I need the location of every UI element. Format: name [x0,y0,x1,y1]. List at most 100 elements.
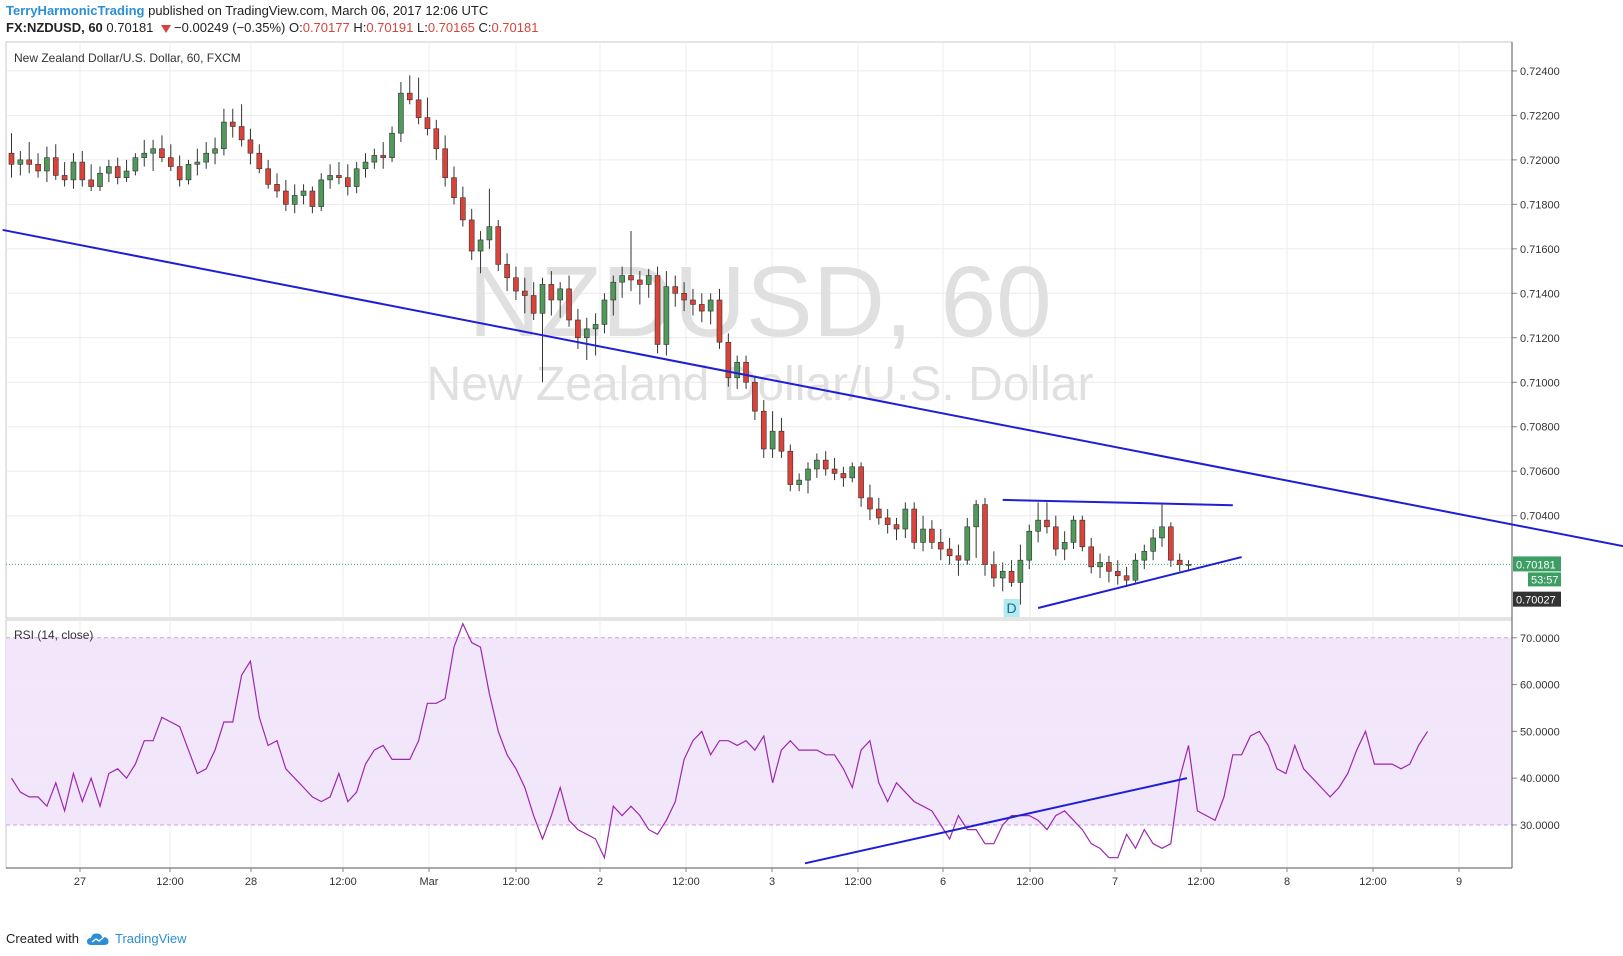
candle-body [159,148,165,158]
candle-body [725,341,732,379]
rsi-tick-label: 70.0000 [1520,633,1560,645]
candle-body [902,508,909,530]
time-tick-label: 12:00 [156,876,184,888]
candle-body [743,361,749,383]
countdown-badge [1528,572,1561,587]
candle-body [592,324,599,330]
candle-body [433,128,440,150]
low-value: 0.70165 [427,20,475,35]
candle-body [964,526,971,561]
candle-body [769,430,776,450]
candle-body [1114,570,1121,577]
time-tick-label: 2 [597,876,603,888]
candle-body [114,166,121,178]
chart-title: New Zealand Dollar/U.S. Dollar, 60, FXCM [14,51,241,65]
time-tick-label: 7 [1112,876,1118,888]
time-tick-label: 12:00 [329,876,357,888]
candle-body [61,175,68,181]
time-tick-label: 12:00 [1359,876,1387,888]
candle-body [672,286,679,294]
candle-body [716,299,723,343]
symbol-label[interactable]: FX:NZDUSD, 60 [6,20,103,35]
candle-body [70,161,77,181]
candle-body [97,172,103,187]
candle-body [530,295,537,314]
candle-body [371,155,378,163]
candle-body [999,570,1006,579]
candle-body [221,121,227,150]
current-price-label: 0.70181 [1516,559,1556,571]
candle-body [415,99,422,118]
price-tick-label: 0.71800 [1520,199,1560,211]
created-with-text: Created with [6,931,79,946]
candle-body [150,148,156,154]
candle-body [575,319,581,339]
trendline-triangle-top [1002,498,1233,507]
time-tick-label: 12:00 [1187,876,1215,888]
candle-body [185,164,192,181]
close-value: 0.70181 [491,20,539,35]
candle-body [654,275,661,345]
published-text: published on TradingView.com, March 06, … [148,3,489,18]
candle-body [734,361,741,379]
time-tick-label: 12:00 [844,876,872,888]
candle-body [176,166,183,181]
candle-body [17,159,24,165]
candle-body [787,450,794,485]
time-tick-label: 12:00 [502,876,530,888]
candle-body [1008,570,1015,583]
candle-body [212,148,218,154]
candle-body [309,190,316,207]
candle-body [495,226,502,265]
candle-body [982,504,988,565]
candle-body [460,197,466,221]
price-tick-label: 0.71200 [1520,333,1560,345]
marker-price-label: 0.70027 [1516,595,1556,607]
candle-body [557,288,564,301]
candle-body [229,121,236,127]
candle-body [486,226,493,241]
open-label: O: [288,20,303,35]
candle-body [893,524,900,530]
candle-body [247,139,254,154]
countdown-label: 53:57 [1531,574,1559,586]
publish-line: TerryHarmonicTrading published on Tradin… [6,3,488,18]
candle-body [353,168,360,187]
time-tick-label: 3 [769,876,775,888]
candle-body [468,219,475,252]
author-link[interactable]: TerryHarmonicTrading [6,3,145,18]
candle-body [362,161,369,170]
chart-canvas[interactable]: 0.72400 0.72200 0.72000 0.71800 0.71600 0.714… [0,38,1623,922]
candle-body [442,148,448,178]
close-label: C: [478,20,492,35]
tradingview-link[interactable]: TradingView [114,931,187,946]
candle-body [398,92,404,134]
candle-body [389,132,395,158]
candle-body [35,164,41,172]
high-label: H: [353,20,367,35]
price-tick-label: 0.71400 [1520,288,1560,300]
rsi-tick-label: 50.0000 [1520,726,1560,738]
candle-body [406,92,413,101]
candle-body [168,157,174,167]
candle-body [203,152,209,163]
candle-body [778,430,785,452]
candle-body [1097,562,1103,568]
candle-body [79,161,86,181]
candle-body [946,548,953,557]
candle-body [1035,519,1041,532]
candle-body [194,161,201,165]
candle-body [1132,559,1139,581]
candle-body [1061,542,1068,550]
marker-price-badge [1513,591,1561,607]
candle-body [610,281,617,301]
candle-body [132,157,139,172]
candle-body [760,410,767,450]
candle-body [424,117,431,130]
candle-body [26,159,33,165]
price-tick-label: 0.70400 [1520,511,1560,523]
candle-body [106,166,112,174]
candle-body [1053,526,1059,550]
candle-body [1123,575,1130,581]
candle-body [548,284,555,301]
